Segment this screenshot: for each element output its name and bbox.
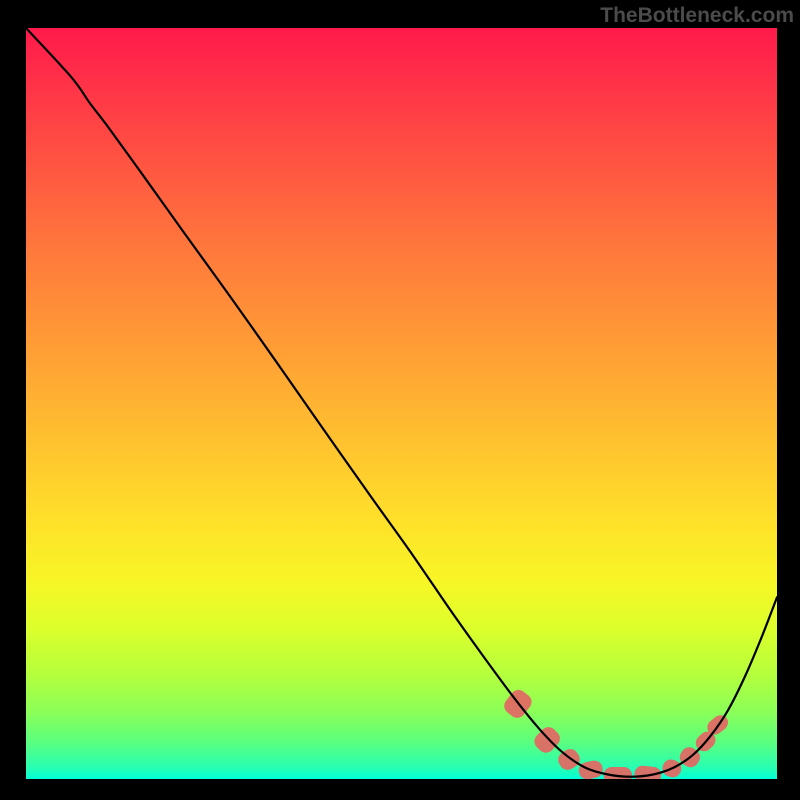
curve-overlay xyxy=(26,28,777,779)
plot-area xyxy=(26,28,777,779)
attribution-label: TheBottleneck.com xyxy=(600,4,794,28)
band-marker xyxy=(531,724,563,756)
bottleneck-curve xyxy=(26,28,777,777)
band-markers xyxy=(501,687,731,779)
